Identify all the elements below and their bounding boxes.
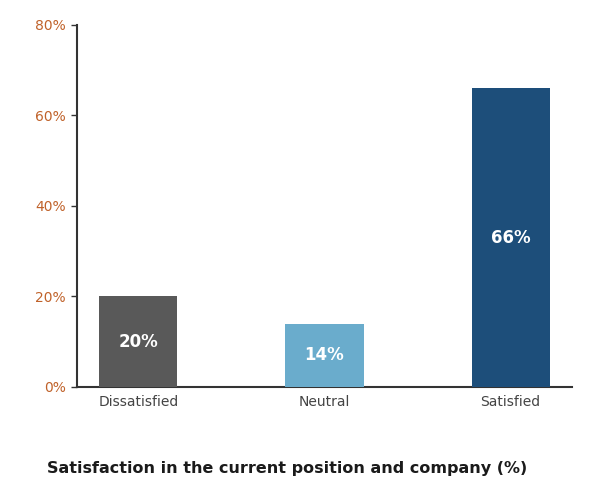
Bar [286, 323, 363, 387]
Text: 14%: 14% [304, 346, 345, 364]
Bar [471, 88, 550, 387]
Bar [99, 297, 178, 387]
Text: 66%: 66% [491, 229, 530, 247]
Text: 20%: 20% [119, 333, 158, 351]
Text: Satisfaction in the current position and company (%): Satisfaction in the current position and… [47, 461, 527, 476]
